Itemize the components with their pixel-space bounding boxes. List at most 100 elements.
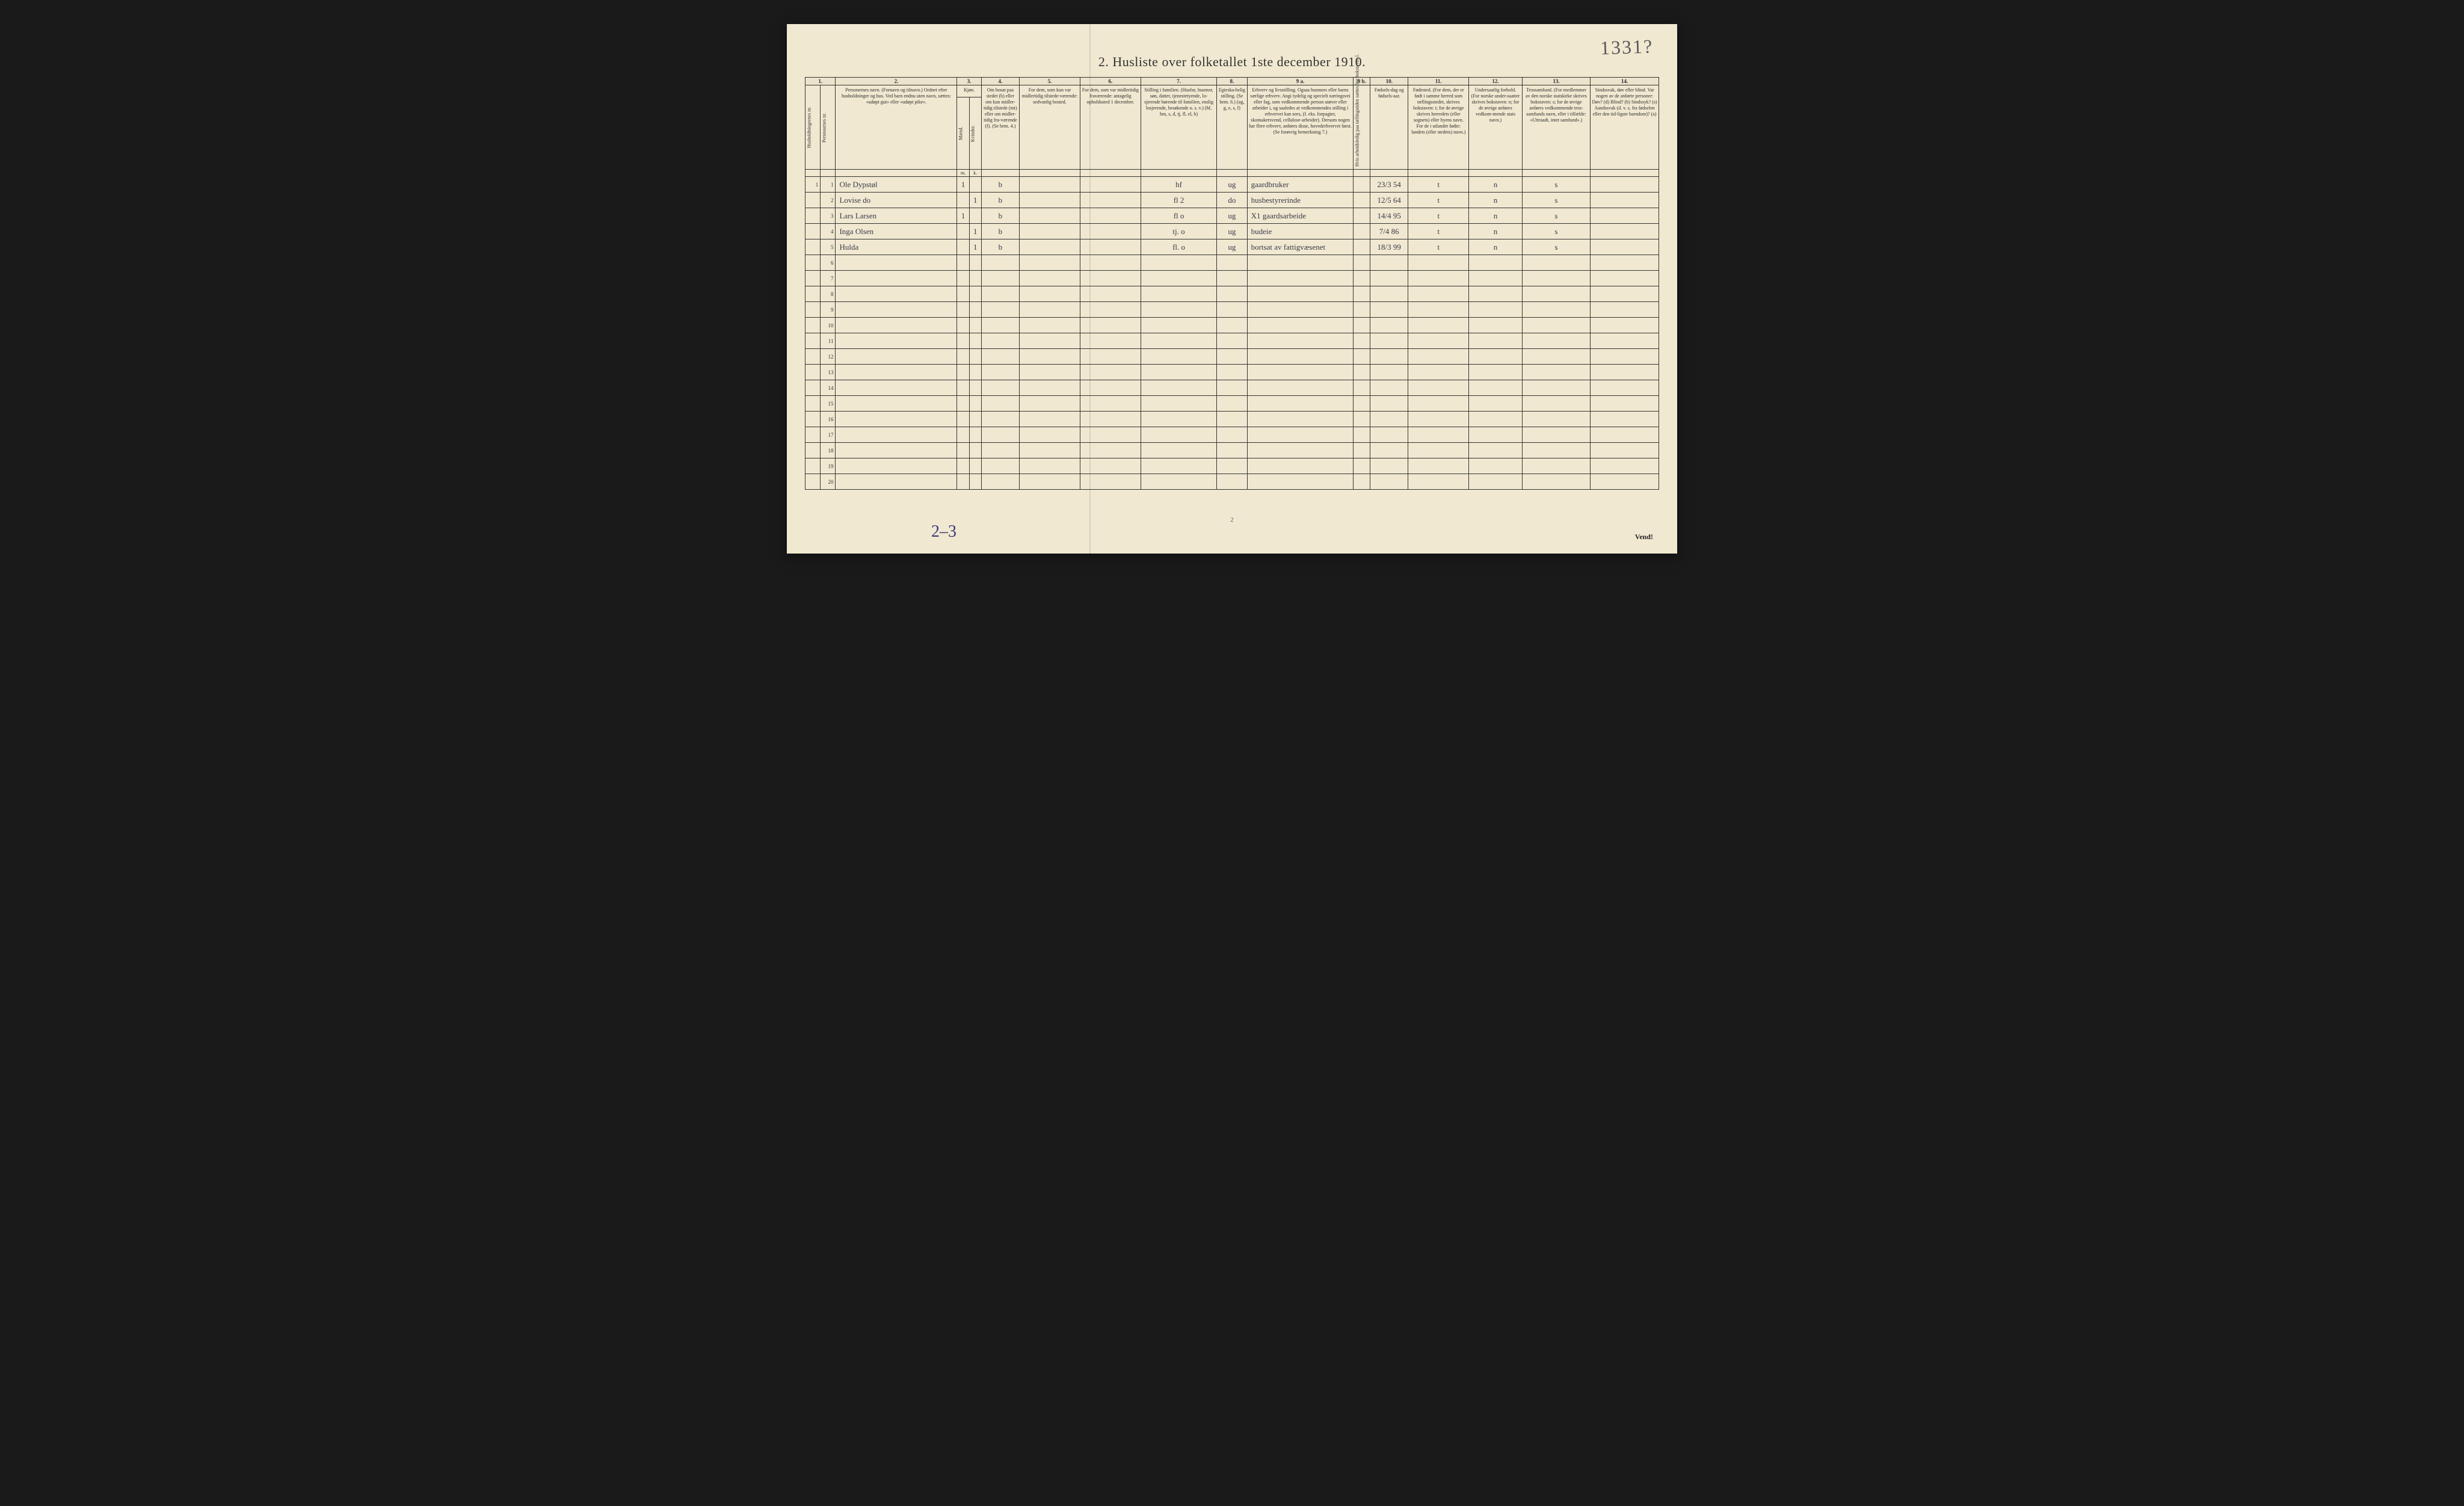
cell-k bbox=[969, 412, 981, 427]
cell-fdato: 18/3 99 bbox=[1370, 239, 1408, 255]
cell-erhverv: bortsat av fattigvæsenet bbox=[1247, 239, 1354, 255]
cell-egte: ug bbox=[1217, 224, 1247, 239]
cell-fsted: t bbox=[1408, 177, 1469, 193]
sub-blank bbox=[1354, 170, 1370, 177]
cell-egte: ug bbox=[1217, 177, 1247, 193]
cell-stilling bbox=[1141, 302, 1216, 318]
cell-fsted bbox=[1408, 318, 1469, 333]
cell-fsted bbox=[1408, 333, 1469, 349]
table-row: 15 bbox=[805, 396, 1659, 412]
handwritten-annotation-top: 1331? bbox=[1600, 35, 1653, 59]
table-row: 13 bbox=[805, 365, 1659, 380]
cell-hh bbox=[805, 318, 821, 333]
cell-pn: 4 bbox=[821, 224, 836, 239]
cell-c9b bbox=[1354, 224, 1370, 239]
cell-fdato bbox=[1370, 396, 1408, 412]
cell-egte bbox=[1217, 458, 1247, 474]
cell-pn: 17 bbox=[821, 427, 836, 443]
cell-bosat bbox=[981, 443, 1019, 458]
cell-stilling bbox=[1141, 474, 1216, 490]
header-erhverv: Erhverv og livsstilling. Ogsaa husmors e… bbox=[1247, 85, 1354, 170]
cell-c5 bbox=[1019, 239, 1080, 255]
cell-egte bbox=[1217, 380, 1247, 396]
sub-blank bbox=[1247, 170, 1354, 177]
cell-c12 bbox=[1469, 318, 1522, 333]
cell-c6 bbox=[1080, 193, 1141, 208]
cell-stilling bbox=[1141, 333, 1216, 349]
cell-c6 bbox=[1080, 333, 1141, 349]
cell-c5 bbox=[1019, 208, 1080, 224]
cell-tros bbox=[1522, 271, 1591, 286]
cell-hh bbox=[805, 333, 821, 349]
cell-egte bbox=[1217, 443, 1247, 458]
cell-hh bbox=[805, 412, 821, 427]
header-arbeidsledig: Hvis arbeidsledig paa tællingstiden sætt… bbox=[1354, 85, 1370, 170]
cell-pn: 7 bbox=[821, 271, 836, 286]
cell-fsted bbox=[1408, 458, 1469, 474]
cell-c5 bbox=[1019, 349, 1080, 365]
cell-pn: 18 bbox=[821, 443, 836, 458]
cell-pn: 2 bbox=[821, 193, 836, 208]
cell-m: 1 bbox=[957, 177, 969, 193]
cell-c5 bbox=[1019, 427, 1080, 443]
table-row: 4Inga Olsen1btj. ougbudeie7/4 86tns bbox=[805, 224, 1659, 239]
cell-name bbox=[836, 443, 957, 458]
header-egteskab: Egteska-belig stilling. (Se bem. 6.) (ug… bbox=[1217, 85, 1247, 170]
cell-stilling: fl o bbox=[1141, 208, 1216, 224]
cell-egte bbox=[1217, 412, 1247, 427]
cell-stilling: fl. o bbox=[1141, 239, 1216, 255]
cell-c6 bbox=[1080, 224, 1141, 239]
cell-egte bbox=[1217, 427, 1247, 443]
cell-c5 bbox=[1019, 193, 1080, 208]
sub-blank bbox=[1141, 170, 1216, 177]
cell-tros bbox=[1522, 255, 1591, 271]
cell-c9b bbox=[1354, 271, 1370, 286]
table-row: 19 bbox=[805, 458, 1659, 474]
cell-c14 bbox=[1591, 302, 1659, 318]
cell-hh bbox=[805, 396, 821, 412]
cell-name: Lars Larsen bbox=[836, 208, 957, 224]
cell-pn: 8 bbox=[821, 286, 836, 302]
cell-bosat: b bbox=[981, 208, 1019, 224]
cell-egte bbox=[1217, 318, 1247, 333]
cell-name: Inga Olsen bbox=[836, 224, 957, 239]
cell-m bbox=[957, 224, 969, 239]
cell-hh bbox=[805, 271, 821, 286]
cell-c6 bbox=[1080, 177, 1141, 193]
cell-fsted: t bbox=[1408, 239, 1469, 255]
cell-stilling bbox=[1141, 318, 1216, 333]
cell-pn: 3 bbox=[821, 208, 836, 224]
header-trossamfund: Trossamfund. (For medlemmer av den norsk… bbox=[1522, 85, 1591, 170]
cell-c6 bbox=[1080, 474, 1141, 490]
cell-m bbox=[957, 286, 969, 302]
cell-stilling bbox=[1141, 427, 1216, 443]
cell-stilling: hf bbox=[1141, 177, 1216, 193]
cell-name bbox=[836, 380, 957, 396]
cell-c14 bbox=[1591, 255, 1659, 271]
cell-c9b bbox=[1354, 208, 1370, 224]
cell-pn: 15 bbox=[821, 396, 836, 412]
cell-c12: n bbox=[1469, 177, 1522, 193]
header-husholdning-nr: Husholdningernes nr. bbox=[805, 85, 821, 170]
table-body: 11Ole Dypstøl1bhfuggaardbruker23/3 54tns… bbox=[805, 177, 1659, 490]
column-subhead-row: m. k. bbox=[805, 170, 1659, 177]
cell-tros bbox=[1522, 333, 1591, 349]
cell-erhverv bbox=[1247, 380, 1354, 396]
cell-c9b bbox=[1354, 318, 1370, 333]
cell-c6 bbox=[1080, 302, 1141, 318]
cell-fdato bbox=[1370, 333, 1408, 349]
cell-c6 bbox=[1080, 271, 1141, 286]
cell-hh bbox=[805, 255, 821, 271]
cell-name bbox=[836, 396, 957, 412]
cell-c12 bbox=[1469, 458, 1522, 474]
cell-erhverv bbox=[1247, 302, 1354, 318]
cell-c14 bbox=[1591, 412, 1659, 427]
sub-blank bbox=[1080, 170, 1141, 177]
colnum-12: 12. bbox=[1469, 78, 1522, 85]
cell-c14 bbox=[1591, 286, 1659, 302]
colnum-8: 8. bbox=[1217, 78, 1247, 85]
cell-bosat bbox=[981, 271, 1019, 286]
cell-c12: n bbox=[1469, 208, 1522, 224]
cell-bosat: b bbox=[981, 193, 1019, 208]
cell-k bbox=[969, 177, 981, 193]
